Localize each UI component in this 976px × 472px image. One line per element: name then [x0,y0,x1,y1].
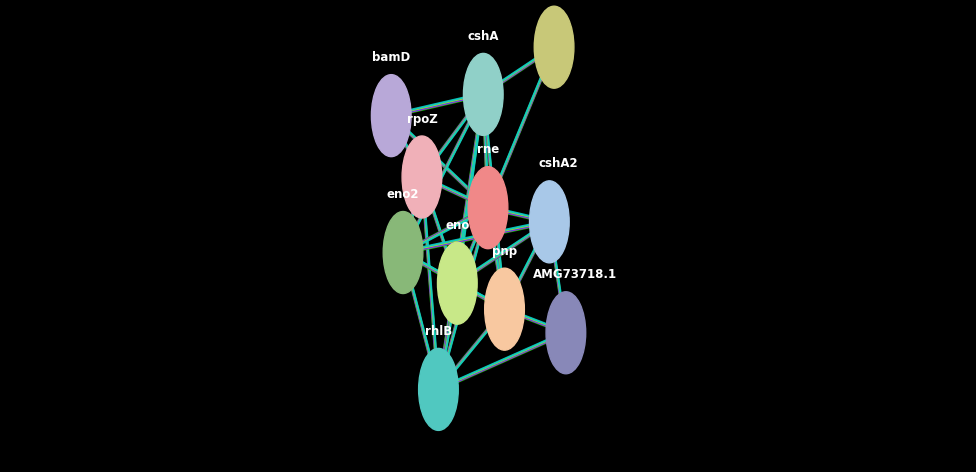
Ellipse shape [402,136,442,218]
Text: rne: rne [477,143,499,156]
Text: rhlB: rhlB [425,325,452,338]
Text: eno2: eno2 [386,188,420,201]
Ellipse shape [384,211,423,294]
Text: bamD: bamD [372,51,410,64]
Ellipse shape [530,181,569,263]
Ellipse shape [534,6,574,88]
Text: AMG73718.1: AMG73718.1 [533,269,618,281]
Text: pnp: pnp [492,245,517,258]
Text: cshA2: cshA2 [539,158,579,170]
Ellipse shape [419,348,459,430]
Ellipse shape [468,167,508,249]
Text: cshA: cshA [468,30,499,43]
Text: rpoZ: rpoZ [407,113,437,126]
Ellipse shape [485,268,524,350]
Text: eno: eno [445,219,469,232]
Ellipse shape [464,53,503,135]
Ellipse shape [546,292,586,374]
Ellipse shape [372,75,411,157]
Ellipse shape [437,242,477,324]
